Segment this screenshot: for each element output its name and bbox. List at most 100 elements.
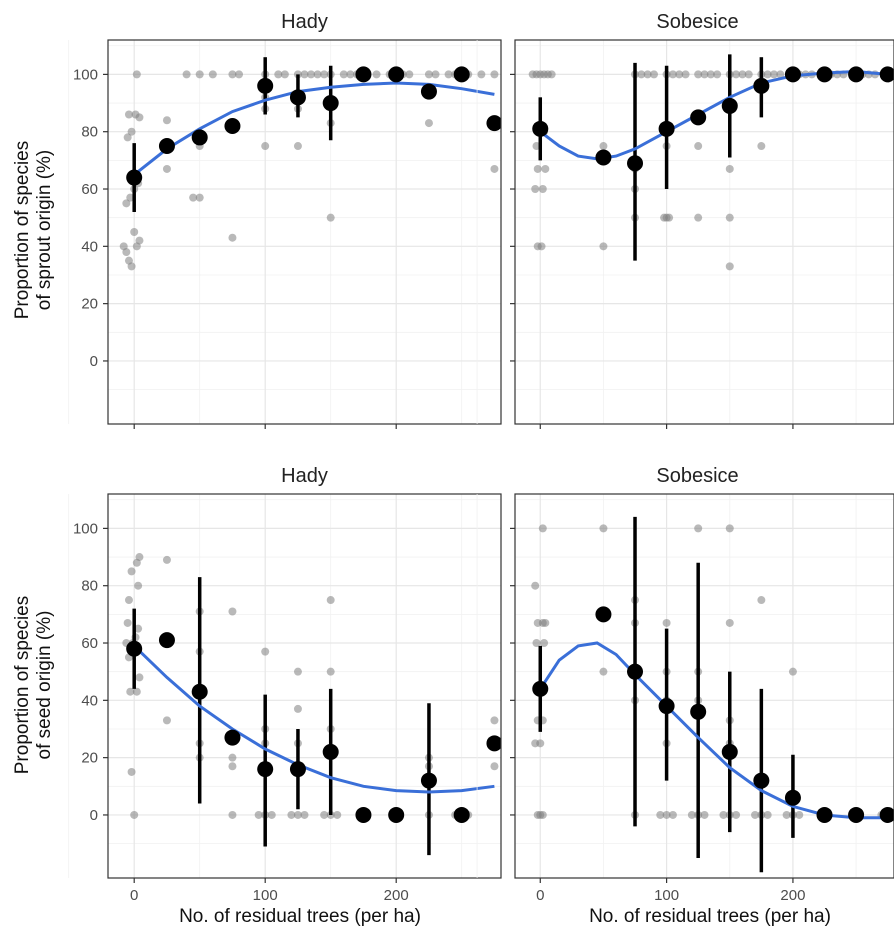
raw-data-point [431, 70, 440, 79]
raw-data-point [195, 70, 204, 79]
raw-data-point [744, 70, 753, 79]
raw-data-point [547, 70, 556, 79]
raw-data-point [162, 716, 171, 725]
raw-data-point [649, 70, 658, 79]
raw-data-point [675, 70, 684, 79]
x-tick-label: 0 [536, 887, 544, 904]
raw-data-point [124, 110, 133, 119]
raw-data-point [763, 70, 772, 79]
raw-data-point [287, 810, 296, 819]
raw-data-point [738, 70, 747, 79]
raw-data-point [228, 810, 237, 819]
raw-data-point [293, 810, 302, 819]
raw-data-point [228, 753, 237, 762]
raw-data-point [694, 70, 703, 79]
raw-data-point [531, 581, 540, 590]
raw-data-point [725, 262, 734, 271]
raw-data-point [307, 70, 316, 79]
panel-plot-area [119, 57, 501, 271]
raw-data-point [122, 199, 131, 208]
raw-data-point [687, 810, 696, 819]
smooth-trend-line [133, 81, 495, 176]
y-axis-title-bottom-line-2: of seed origin (%) [34, 611, 55, 760]
mean-point [595, 606, 612, 623]
raw-data-point [599, 524, 608, 533]
raw-data-point [123, 133, 132, 142]
raw-data-point [490, 70, 499, 79]
raw-data-point [694, 213, 703, 222]
raw-data-point [725, 213, 734, 222]
mean-point [420, 772, 437, 789]
raw-data-point [228, 762, 237, 771]
raw-data-point [725, 618, 734, 627]
panel-1: Sobesice [476, 11, 894, 429]
raw-data-point [326, 213, 335, 222]
raw-data-point [372, 70, 381, 79]
mean-point [658, 120, 675, 137]
mean-point [355, 806, 372, 823]
raw-data-point [293, 667, 302, 676]
raw-data-point [477, 70, 486, 79]
panel-border [514, 493, 894, 879]
mean-point [257, 761, 274, 778]
raw-data-point [208, 70, 217, 79]
raw-data-point [126, 687, 135, 696]
raw-data-point [189, 193, 198, 202]
mean-point [690, 109, 707, 126]
y-tick-label: 60 [81, 181, 98, 198]
raw-data-point [694, 142, 703, 151]
panel-title: Hady [281, 465, 328, 487]
panels-layer: Hady 0 20 40 60 80 100 Sobesice Hady 0 20 40 60 80 100… [68, 11, 894, 904]
mean-point [848, 806, 865, 823]
raw-data-point [127, 767, 136, 776]
y-tick-label: 80 [81, 578, 98, 595]
raw-data-point [700, 70, 709, 79]
raw-data-point [293, 142, 302, 151]
y-tick-label: 60 [81, 635, 98, 652]
panel-border [107, 39, 502, 425]
mean-point [420, 83, 437, 100]
raw-data-point [532, 142, 541, 151]
raw-data-point [537, 242, 546, 251]
raw-data-point [313, 70, 322, 79]
mean-point [126, 169, 143, 186]
x-tick-label: 200 [780, 887, 805, 904]
raw-data-point [541, 164, 550, 173]
panel-plot-area [528, 54, 894, 271]
y-tick-label: 20 [81, 750, 98, 767]
raw-data-point [599, 667, 608, 676]
mean-point [257, 77, 274, 94]
mean-point [658, 698, 675, 715]
mean-point [322, 95, 339, 112]
panel-plot-area [531, 516, 894, 873]
x-tick-label: 100 [654, 887, 679, 904]
raw-data-point [333, 810, 342, 819]
raw-data-point [541, 618, 550, 627]
x-axis-title-left: No. of residual trees (per ha) [179, 906, 421, 927]
raw-data-point [326, 667, 335, 676]
raw-data-point [293, 704, 302, 713]
raw-data-point [769, 70, 778, 79]
mean-point [753, 772, 770, 789]
y-tick-label: 20 [81, 296, 98, 313]
mean-point [753, 77, 770, 94]
mean-point [388, 806, 405, 823]
panel-border [514, 39, 894, 425]
mean-point [532, 680, 549, 697]
raw-data-point [274, 70, 283, 79]
raw-data-point [732, 70, 741, 79]
raw-data-point [700, 810, 709, 819]
raw-data-point [126, 193, 135, 202]
mean-point [289, 89, 306, 106]
mean-point [453, 806, 470, 823]
mean-point [784, 789, 801, 806]
x-tick-label: 200 [384, 887, 409, 904]
y-tick-label: 80 [81, 124, 98, 141]
mean-point [191, 129, 208, 146]
raw-data-point [763, 810, 772, 819]
raw-data-point [122, 248, 131, 257]
raw-data-point [254, 810, 263, 819]
y-tick-label: 0 [90, 353, 98, 370]
mean-point [595, 149, 612, 166]
